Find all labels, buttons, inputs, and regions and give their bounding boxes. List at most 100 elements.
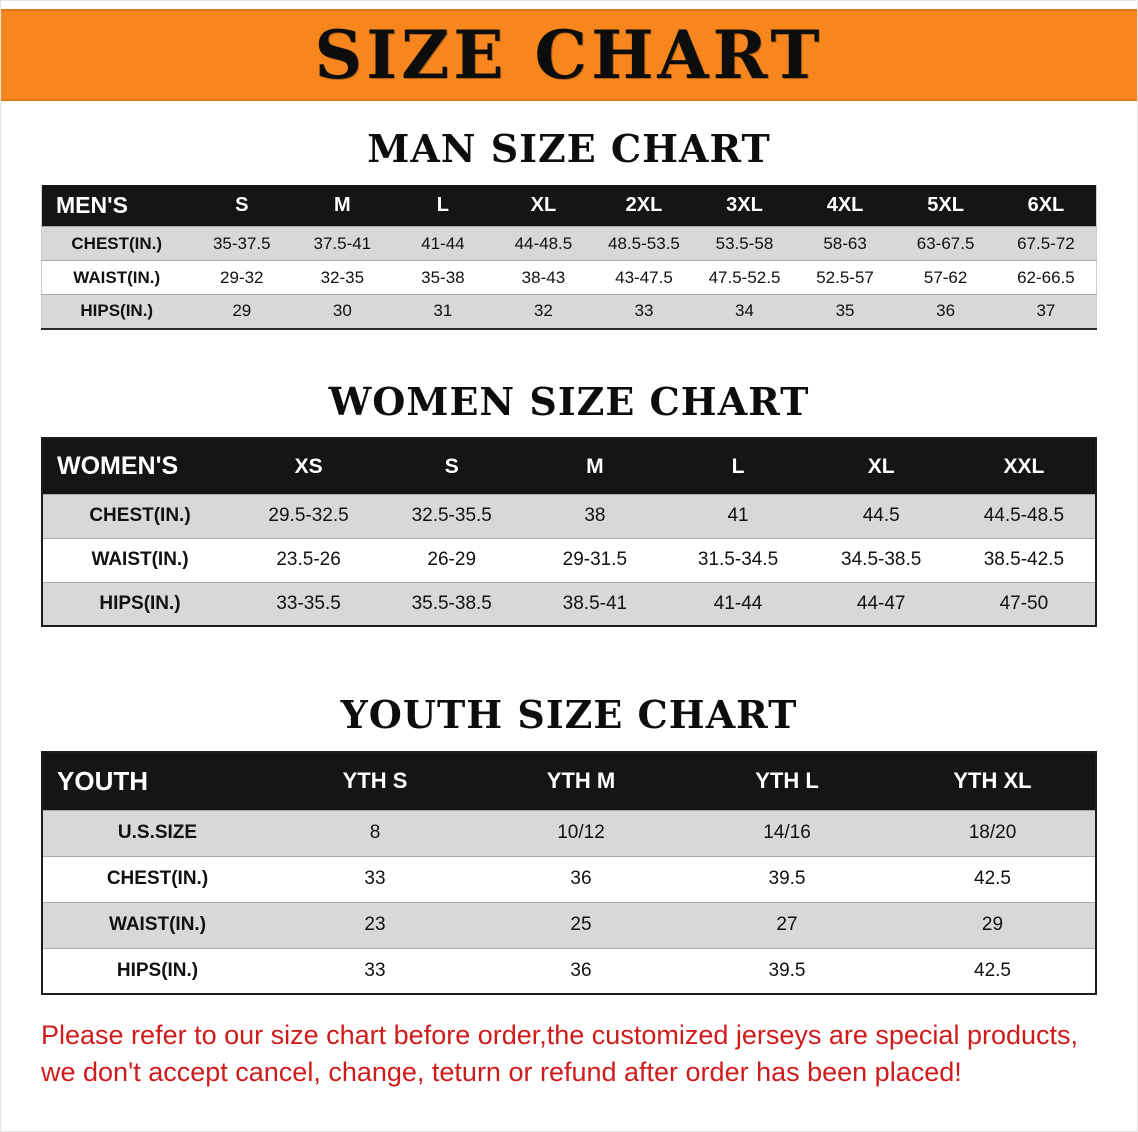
youth-section: YOUTH SIZE CHART YOUTH YTH S YTH M YTH L YTH… bbox=[41, 692, 1097, 996]
table-head: WOMEN'S XS S M L XL XXL bbox=[42, 438, 1096, 495]
womens-section-heading: WOMEN SIZE CHART bbox=[328, 378, 810, 424]
table-row: CHEST(IN.) 35-37.5 37.5-41 41-44 44-48.5 48.5… bbox=[41, 226, 1097, 261]
table-cell: 39.5 bbox=[768, 959, 806, 981]
row-label: WAIST(IN.) bbox=[73, 267, 161, 287]
table-cell: 37 bbox=[1036, 301, 1056, 321]
mens-section: MAN SIZE CHART MEN'S S M L XL 2XL 3XL 4XL 5XL 6XL… bbox=[41, 127, 1097, 330]
table-cell: 39.5 bbox=[768, 868, 806, 890]
size-column-header: XXL bbox=[952, 438, 1096, 495]
table-corner-label: WOMEN'S bbox=[42, 438, 237, 495]
row-label: U.S.SIZE bbox=[117, 822, 198, 844]
table-body: CHEST(IN.) 29.5-32.5 32.5-35.5 38 41 44.5 44.5… bbox=[42, 494, 1096, 627]
table-cell: 42.5 bbox=[974, 959, 1011, 981]
table-cell: 37.5-41 bbox=[313, 233, 372, 253]
size-column-header: YTH S bbox=[272, 752, 478, 811]
table-row: HIPS(IN.) 33 36 39.5 42.5 bbox=[42, 948, 1096, 994]
table-cell: 38.5-41 bbox=[562, 593, 628, 615]
table-cell: 23.5-26 bbox=[276, 549, 341, 571]
table-body: CHEST(IN.) 35-37.5 37.5-41 41-44 44-48.5 48.5… bbox=[41, 226, 1097, 329]
size-column-header: XL bbox=[809, 438, 953, 495]
size-column-header: S bbox=[380, 438, 524, 495]
table-cell: 35-38 bbox=[421, 267, 465, 287]
size-column-header: 2XL bbox=[593, 184, 695, 227]
size-column-header: 5XL bbox=[895, 184, 996, 227]
table-cell: 47-50 bbox=[999, 593, 1049, 615]
table-head: MEN'S S M L XL 2XL 3XL 4XL 5XL 6XL bbox=[41, 184, 1097, 227]
table-cell: 26-29 bbox=[427, 549, 477, 571]
table-cell: 31.5-34.5 bbox=[697, 549, 779, 571]
table-cell: 8 bbox=[369, 822, 381, 844]
table-cell: 32-35 bbox=[320, 267, 365, 287]
youth-section-heading: YOUTH SIZE CHART bbox=[340, 692, 798, 738]
row-label: WAIST(IN.) bbox=[91, 549, 189, 571]
table-cell: 41 bbox=[727, 505, 749, 527]
womens-section: WOMEN SIZE CHART WOMEN'S XS S M L XL XXL CHEST(… bbox=[41, 378, 1097, 628]
size-column-header: YTH M bbox=[478, 752, 684, 811]
size-column-header: L bbox=[392, 184, 494, 227]
table-cell: 27 bbox=[776, 914, 798, 936]
content-area: MAN SIZE CHART MEN'S S M L XL 2XL 3XL 4XL 5XL 6XL… bbox=[1, 127, 1137, 996]
table-cell: 29 bbox=[232, 301, 252, 321]
table-row: CHEST(IN.) 29.5-32.5 32.5-35.5 38 41 44.5 44.5… bbox=[42, 494, 1096, 539]
table-cell: 29 bbox=[981, 914, 1004, 936]
table-cell: 44.5-48.5 bbox=[983, 505, 1065, 527]
womens-size-table: WOMEN'S XS S M L XL XXL CHEST(IN.) 29.5-32.5 32.5… bbox=[41, 437, 1097, 628]
table-cell: 36 bbox=[570, 868, 592, 890]
table-cell: 10/12 bbox=[557, 822, 605, 844]
table-cell: 63-67.5 bbox=[916, 233, 975, 253]
notice-line-2: we don't accept cancel, change, teturn o… bbox=[41, 1056, 962, 1087]
table-row: HIPS(IN.) 33-35.5 35.5-38.5 38.5-41 41-44 44-… bbox=[42, 582, 1096, 627]
table-cell: 52.5-57 bbox=[816, 267, 874, 287]
table-cell: 33 bbox=[364, 868, 386, 890]
table-corner-label: MEN'S bbox=[41, 184, 192, 227]
table-cell: 47.5-52.5 bbox=[708, 267, 781, 287]
table-cell: 38.5-42.5 bbox=[983, 549, 1065, 571]
row-label: CHEST(IN.) bbox=[106, 868, 209, 890]
table-cell: 33 bbox=[634, 301, 654, 321]
size-column-header: XS bbox=[237, 438, 381, 495]
table-cell: 31 bbox=[433, 301, 453, 321]
table-cell: 35.5-38.5 bbox=[411, 593, 492, 615]
row-label: WAIST(IN.) bbox=[108, 914, 207, 936]
mens-section-heading: MAN SIZE CHART bbox=[367, 126, 771, 171]
table-cell: 14/16 bbox=[763, 822, 811, 844]
table-row: WAIST(IN.) 23 25 27 29 bbox=[42, 902, 1096, 949]
table-cell: 41-44 bbox=[713, 593, 763, 615]
table-cell: 44.5 bbox=[862, 505, 900, 527]
size-column-header: S bbox=[191, 184, 293, 227]
table-cell: 33-35.5 bbox=[276, 593, 341, 615]
size-column-header: M bbox=[523, 438, 667, 495]
table-cell: 38 bbox=[584, 505, 606, 527]
size-column-header: YTH L bbox=[684, 752, 890, 811]
table-cell: 48.5-53.5 bbox=[608, 233, 680, 253]
table-cell: 53.5-58 bbox=[715, 233, 774, 253]
table-cell: 25 bbox=[570, 914, 592, 936]
table-cell: 34 bbox=[735, 301, 754, 321]
table-cell: 43-47.5 bbox=[615, 267, 673, 287]
table-row: U.S.SIZE 8 10/12 14/16 18/20 bbox=[42, 810, 1096, 857]
table-cell: 42.5 bbox=[974, 868, 1011, 890]
table-cell: 62-66.5 bbox=[1017, 267, 1075, 287]
table-cell: 35-37.5 bbox=[212, 233, 271, 253]
table-head: YOUTH YTH S YTH M YTH L YTH XL bbox=[42, 752, 1096, 811]
table-cell: 36 bbox=[936, 301, 956, 321]
row-label: HIPS(IN.) bbox=[99, 593, 181, 615]
table-cell: 38-43 bbox=[521, 267, 566, 287]
table-row: CHEST(IN.) 33 36 39.5 42.5 bbox=[42, 856, 1096, 902]
table-cell: 35 bbox=[835, 301, 855, 321]
table-cell: 44-47 bbox=[856, 593, 906, 615]
table-cell: 36 bbox=[570, 959, 592, 981]
youth-size-table: YOUTH YTH S YTH M YTH L YTH XL U.S.SIZE 8 10/12… bbox=[41, 751, 1097, 996]
mens-size-table: MEN'S S M L XL 2XL 3XL 4XL 5XL 6XL CHEST(IN.) 35-37… bbox=[41, 184, 1097, 330]
table-cell: 33 bbox=[364, 959, 386, 981]
table-cell: 67.5-72 bbox=[1017, 233, 1075, 253]
table-row: HIPS(IN.) 29 30 31 32 33 34 35 36 37 bbox=[41, 294, 1097, 329]
table-cell: 23 bbox=[364, 914, 386, 936]
table-cell: 34.5-38.5 bbox=[841, 549, 922, 571]
table-row: WAIST(IN.) 23.5-26 26-29 29-31.5 31.5-34.5 34… bbox=[42, 538, 1096, 582]
size-column-header: XL bbox=[493, 184, 594, 227]
table-cell: 18/20 bbox=[968, 822, 1017, 844]
table-body: U.S.SIZE 8 10/12 14/16 18/20 CHEST(IN.) 33 36 39… bbox=[42, 810, 1096, 994]
row-label: HIPS(IN.) bbox=[116, 959, 199, 981]
